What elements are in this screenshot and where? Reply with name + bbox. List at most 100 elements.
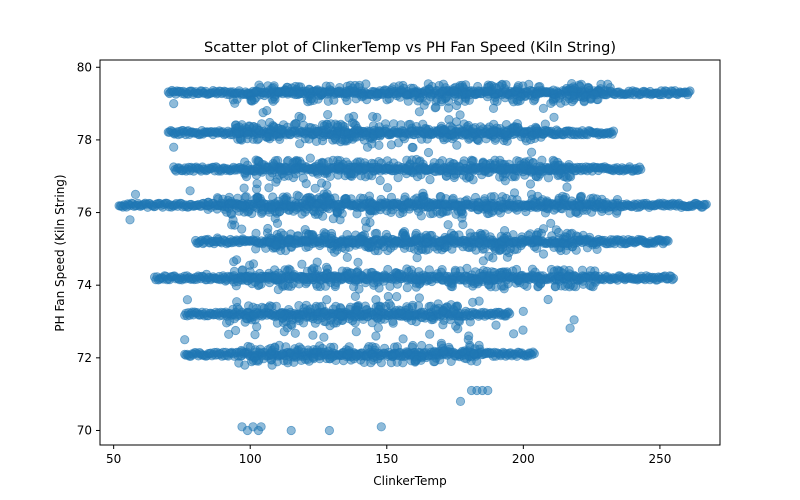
data-point xyxy=(583,82,593,93)
data-point xyxy=(459,156,469,166)
data-point xyxy=(537,155,547,165)
data-point xyxy=(372,112,382,123)
data-point xyxy=(388,316,398,326)
data-point xyxy=(384,130,394,140)
data-point xyxy=(230,120,241,130)
data-point xyxy=(385,243,396,253)
data-point xyxy=(502,136,512,146)
data-point xyxy=(449,85,459,96)
data-point xyxy=(442,133,452,143)
data-point xyxy=(311,279,321,289)
data-point xyxy=(244,301,254,311)
data-point xyxy=(305,304,315,314)
data-point xyxy=(262,106,272,116)
data-point xyxy=(362,312,372,322)
data-point xyxy=(375,128,385,138)
data-point xyxy=(567,196,577,206)
data-point xyxy=(236,345,246,356)
data-point xyxy=(411,282,421,292)
data-point xyxy=(444,115,454,125)
data-point xyxy=(543,294,553,305)
data-point xyxy=(297,209,307,219)
data-point xyxy=(532,236,543,246)
data-point xyxy=(276,125,286,135)
data-point xyxy=(429,357,439,367)
data-point xyxy=(274,232,284,242)
data-point xyxy=(536,196,546,206)
data-point xyxy=(457,80,467,90)
data-point xyxy=(380,85,390,95)
data-point xyxy=(452,140,462,150)
data-point xyxy=(283,281,293,291)
data-point xyxy=(254,134,264,144)
data-point xyxy=(261,132,271,142)
data-point xyxy=(410,90,420,100)
data-point xyxy=(357,202,367,212)
data-point xyxy=(438,346,449,356)
data-point xyxy=(368,355,378,365)
data-point xyxy=(364,341,374,352)
data-point xyxy=(569,163,579,173)
data-point xyxy=(409,244,420,254)
data-point xyxy=(305,192,315,202)
data-point xyxy=(353,305,363,316)
data-point xyxy=(320,232,330,242)
data-point xyxy=(312,127,322,137)
data-point xyxy=(564,171,575,181)
data-point xyxy=(497,192,507,202)
data-point xyxy=(500,176,510,186)
data-point xyxy=(685,86,695,96)
data-point xyxy=(601,198,611,208)
data-point xyxy=(350,318,360,328)
data-point xyxy=(412,172,423,182)
data-point xyxy=(379,343,390,353)
data-point xyxy=(398,334,408,344)
data-point xyxy=(290,344,300,354)
data-point xyxy=(374,283,384,293)
data-point xyxy=(399,352,409,362)
data-point xyxy=(319,189,329,199)
data-point xyxy=(432,244,443,254)
data-point xyxy=(513,83,523,93)
data-point xyxy=(354,284,364,294)
data-point xyxy=(435,236,445,247)
data-point xyxy=(281,342,291,352)
data-point xyxy=(442,242,452,252)
data-point xyxy=(426,202,436,212)
data-point xyxy=(386,207,396,217)
data-point xyxy=(238,234,248,244)
data-point xyxy=(402,282,412,293)
data-point xyxy=(465,317,475,327)
data-point xyxy=(289,269,299,280)
data-point xyxy=(394,269,404,279)
data-point xyxy=(347,268,357,278)
data-point xyxy=(226,197,236,207)
data-point xyxy=(518,161,529,171)
data-point xyxy=(360,277,371,288)
data-point xyxy=(513,123,523,133)
data-point xyxy=(423,147,434,158)
data-point xyxy=(585,266,596,276)
data-point xyxy=(301,242,311,252)
data-point xyxy=(263,223,273,234)
data-point xyxy=(319,332,329,342)
data-point xyxy=(469,348,479,359)
data-point xyxy=(512,244,522,254)
data-point xyxy=(520,201,530,211)
data-point xyxy=(312,85,323,95)
data-point xyxy=(342,230,352,240)
data-point xyxy=(559,265,569,275)
data-point xyxy=(548,155,558,165)
data-point xyxy=(308,330,318,340)
data-point xyxy=(270,270,280,280)
data-point xyxy=(265,117,275,128)
data-point xyxy=(462,263,472,273)
data-point xyxy=(264,183,274,193)
data-point xyxy=(275,309,286,319)
data-point xyxy=(376,236,387,246)
data-point xyxy=(325,342,336,352)
data-point xyxy=(337,242,347,252)
data-point xyxy=(295,139,305,149)
data-point xyxy=(356,231,366,242)
